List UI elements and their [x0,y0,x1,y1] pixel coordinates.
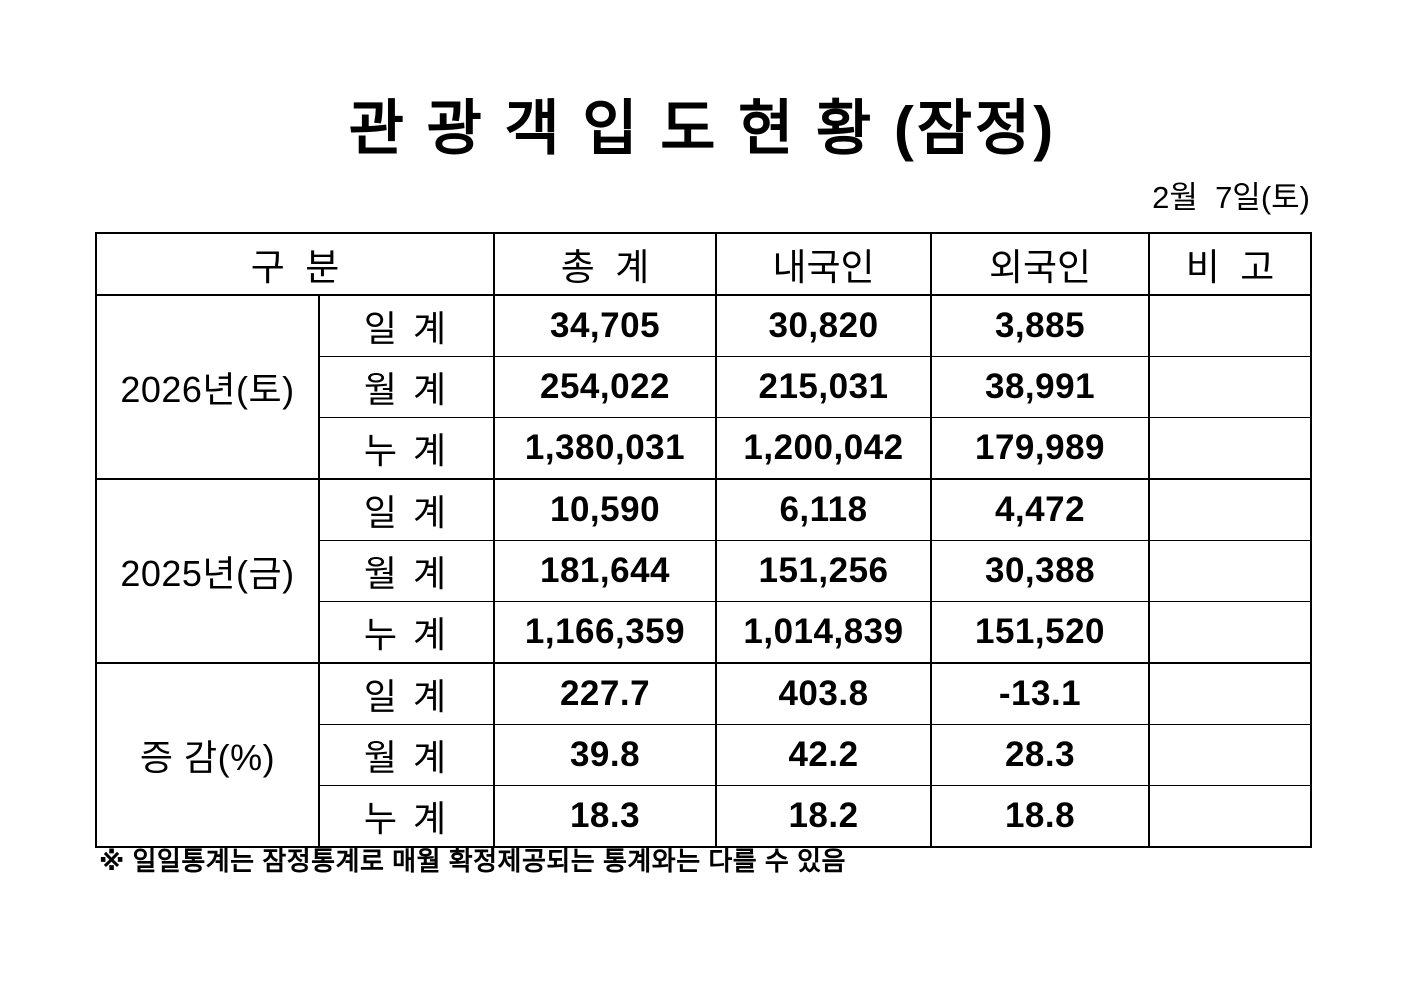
row-label-cumulative: 누 계 [317,601,496,664]
value-remarks [1148,662,1313,725]
value-total: 18.3 [493,785,718,848]
value-domestic: 1,014,839 [715,601,933,664]
value-total: 10,590 [493,478,718,541]
table-row: 누 계 18.3 18.2 18.8 [96,785,1313,848]
value-total: 1,166,359 [493,601,718,664]
value-remarks [1148,785,1313,848]
footnote: ※ 일일통계는 잠정통계로 매월 확정제공되는 통계와는 다를 수 있음 [99,846,846,876]
value-total: 181,644 [493,540,718,602]
table-row: 누 계 1,166,359 1,014,839 151,520 [96,601,1313,664]
table-row: 2026년(토) 일 계 34,705 30,820 3,885 [95,294,1313,480]
table-row: 2025년(금) 일 계 10,590 6,118 4,472 [95,478,1313,664]
value-remarks [1148,356,1313,418]
value-remarks [1148,724,1313,786]
value-foreign: 4,472 [930,478,1151,541]
table-row: 누 계 1,380,031 1,200,042 179,989 [96,417,1313,480]
row-label-daily: 일 계 [317,478,496,541]
value-foreign: 38,991 [930,356,1151,418]
table-row: 월 계 181,644 151,256 30,388 [96,540,1313,602]
value-foreign: 3,885 [930,294,1151,357]
row-label-cumulative: 누 계 [317,785,496,848]
value-foreign: 28.3 [930,724,1151,786]
value-domestic: 30,820 [715,294,933,357]
row-label-daily: 일 계 [317,294,496,357]
col-header-category: 구 분 [94,232,496,296]
table-row: 월 계 39.8 42.2 28.3 [96,724,1313,786]
value-foreign: 179,989 [930,417,1151,480]
value-total: 1,380,031 [493,417,718,480]
value-total: 39.8 [493,724,718,786]
value-foreign: 30,388 [930,540,1151,602]
col-header-domestic: 내국인 [715,232,933,296]
group-label-change-pct: 증 감(%) [95,662,320,848]
col-header-remarks: 비 고 [1148,232,1313,296]
row-label-cumulative: 누 계 [317,417,496,480]
value-domestic: 151,256 [715,540,933,602]
document-title: 관 광 객 입 도 현 황 (잠정) [348,95,1057,162]
value-total: 254,022 [493,356,718,418]
report-date: 2월 7일(토) [1152,180,1310,215]
table-header-row: 구 분 총 계 내국인 외국인 비 고 [94,232,1313,296]
value-foreign: 18.8 [930,785,1151,848]
value-remarks [1148,478,1313,541]
col-header-total: 총 계 [493,232,718,296]
table-row: 월 계 254,022 215,031 38,991 [96,356,1313,418]
group-label-2025: 2025년(금) [95,478,320,664]
value-foreign: 151,520 [930,601,1151,664]
value-remarks [1148,540,1313,602]
col-header-foreign: 외국인 [930,232,1151,296]
value-total: 227.7 [493,662,718,725]
value-remarks [1148,601,1313,664]
value-domestic: 1,200,042 [715,417,933,480]
group-label-2026: 2026년(토) [95,294,320,480]
value-domestic: 403.8 [715,662,933,725]
value-remarks [1148,417,1313,480]
value-domestic: 215,031 [715,356,933,418]
value-total: 34,705 [493,294,718,357]
tourist-statistics-table: 구 분 총 계 내국인 외국인 비 고 2026년(토) 일 계 34,705 … [94,232,1313,848]
value-remarks [1148,294,1313,357]
value-domestic: 18.2 [715,785,933,848]
row-label-daily: 일 계 [317,662,496,725]
value-domestic: 6,118 [715,478,933,541]
value-foreign: -13.1 [930,662,1151,725]
table-row: 증 감(%) 일 계 227.7 403.8 -13.1 [95,662,1313,848]
row-label-monthly: 월 계 [317,356,496,418]
row-label-monthly: 월 계 [317,724,496,786]
value-domestic: 42.2 [715,724,933,786]
row-label-monthly: 월 계 [317,540,496,602]
